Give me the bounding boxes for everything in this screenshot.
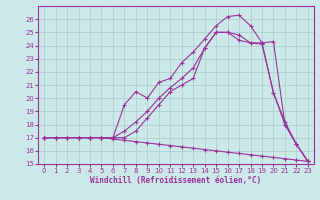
X-axis label: Windchill (Refroidissement éolien,°C): Windchill (Refroidissement éolien,°C) [91,176,261,185]
